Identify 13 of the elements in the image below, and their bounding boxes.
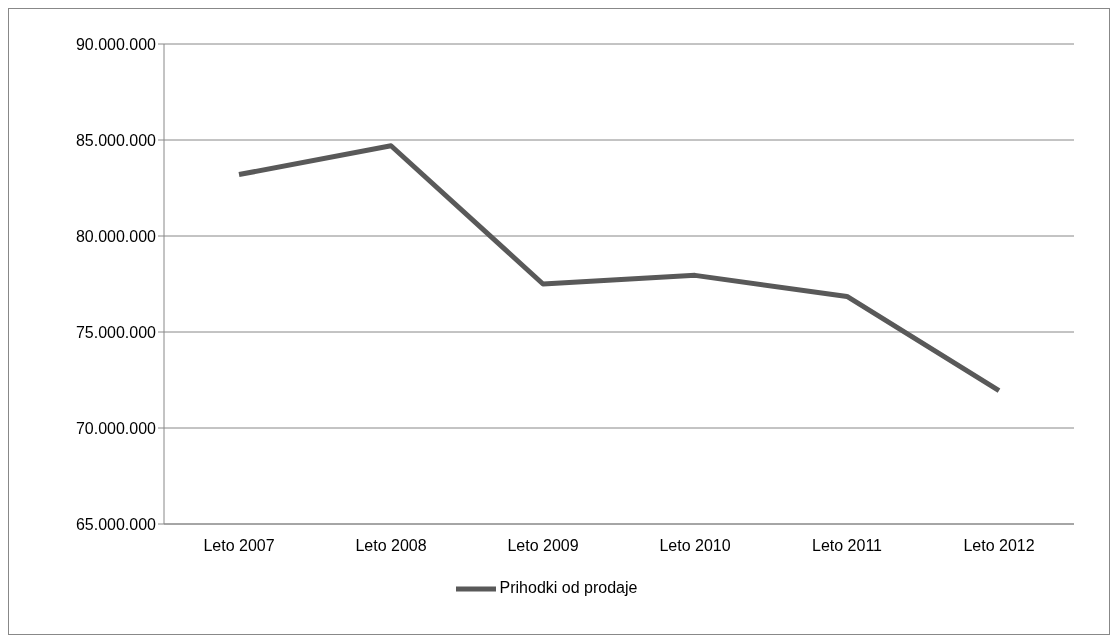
y-tick-label: 65.000.000 [75,515,157,533]
y-tick-label: 80.000.000 [75,227,157,245]
x-tick-label: Leto 2009 [507,537,579,555]
x-tick-label: Leto 2010 [659,537,731,555]
legend-label: Prihodki od prodaje [499,579,638,597]
x-tick-label: Leto 2008 [355,537,427,555]
x-tick-label: Leto 2012 [963,537,1035,555]
y-tick-label: 70.000.000 [75,419,157,437]
y-tick-label: 90.000.000 [75,35,157,53]
y-tick-label: 75.000.000 [75,323,157,341]
x-tick-label: Leto 2007 [203,537,275,555]
y-tick-label: 85.000.000 [75,131,157,149]
x-tick-label: Leto 2011 [812,537,883,555]
